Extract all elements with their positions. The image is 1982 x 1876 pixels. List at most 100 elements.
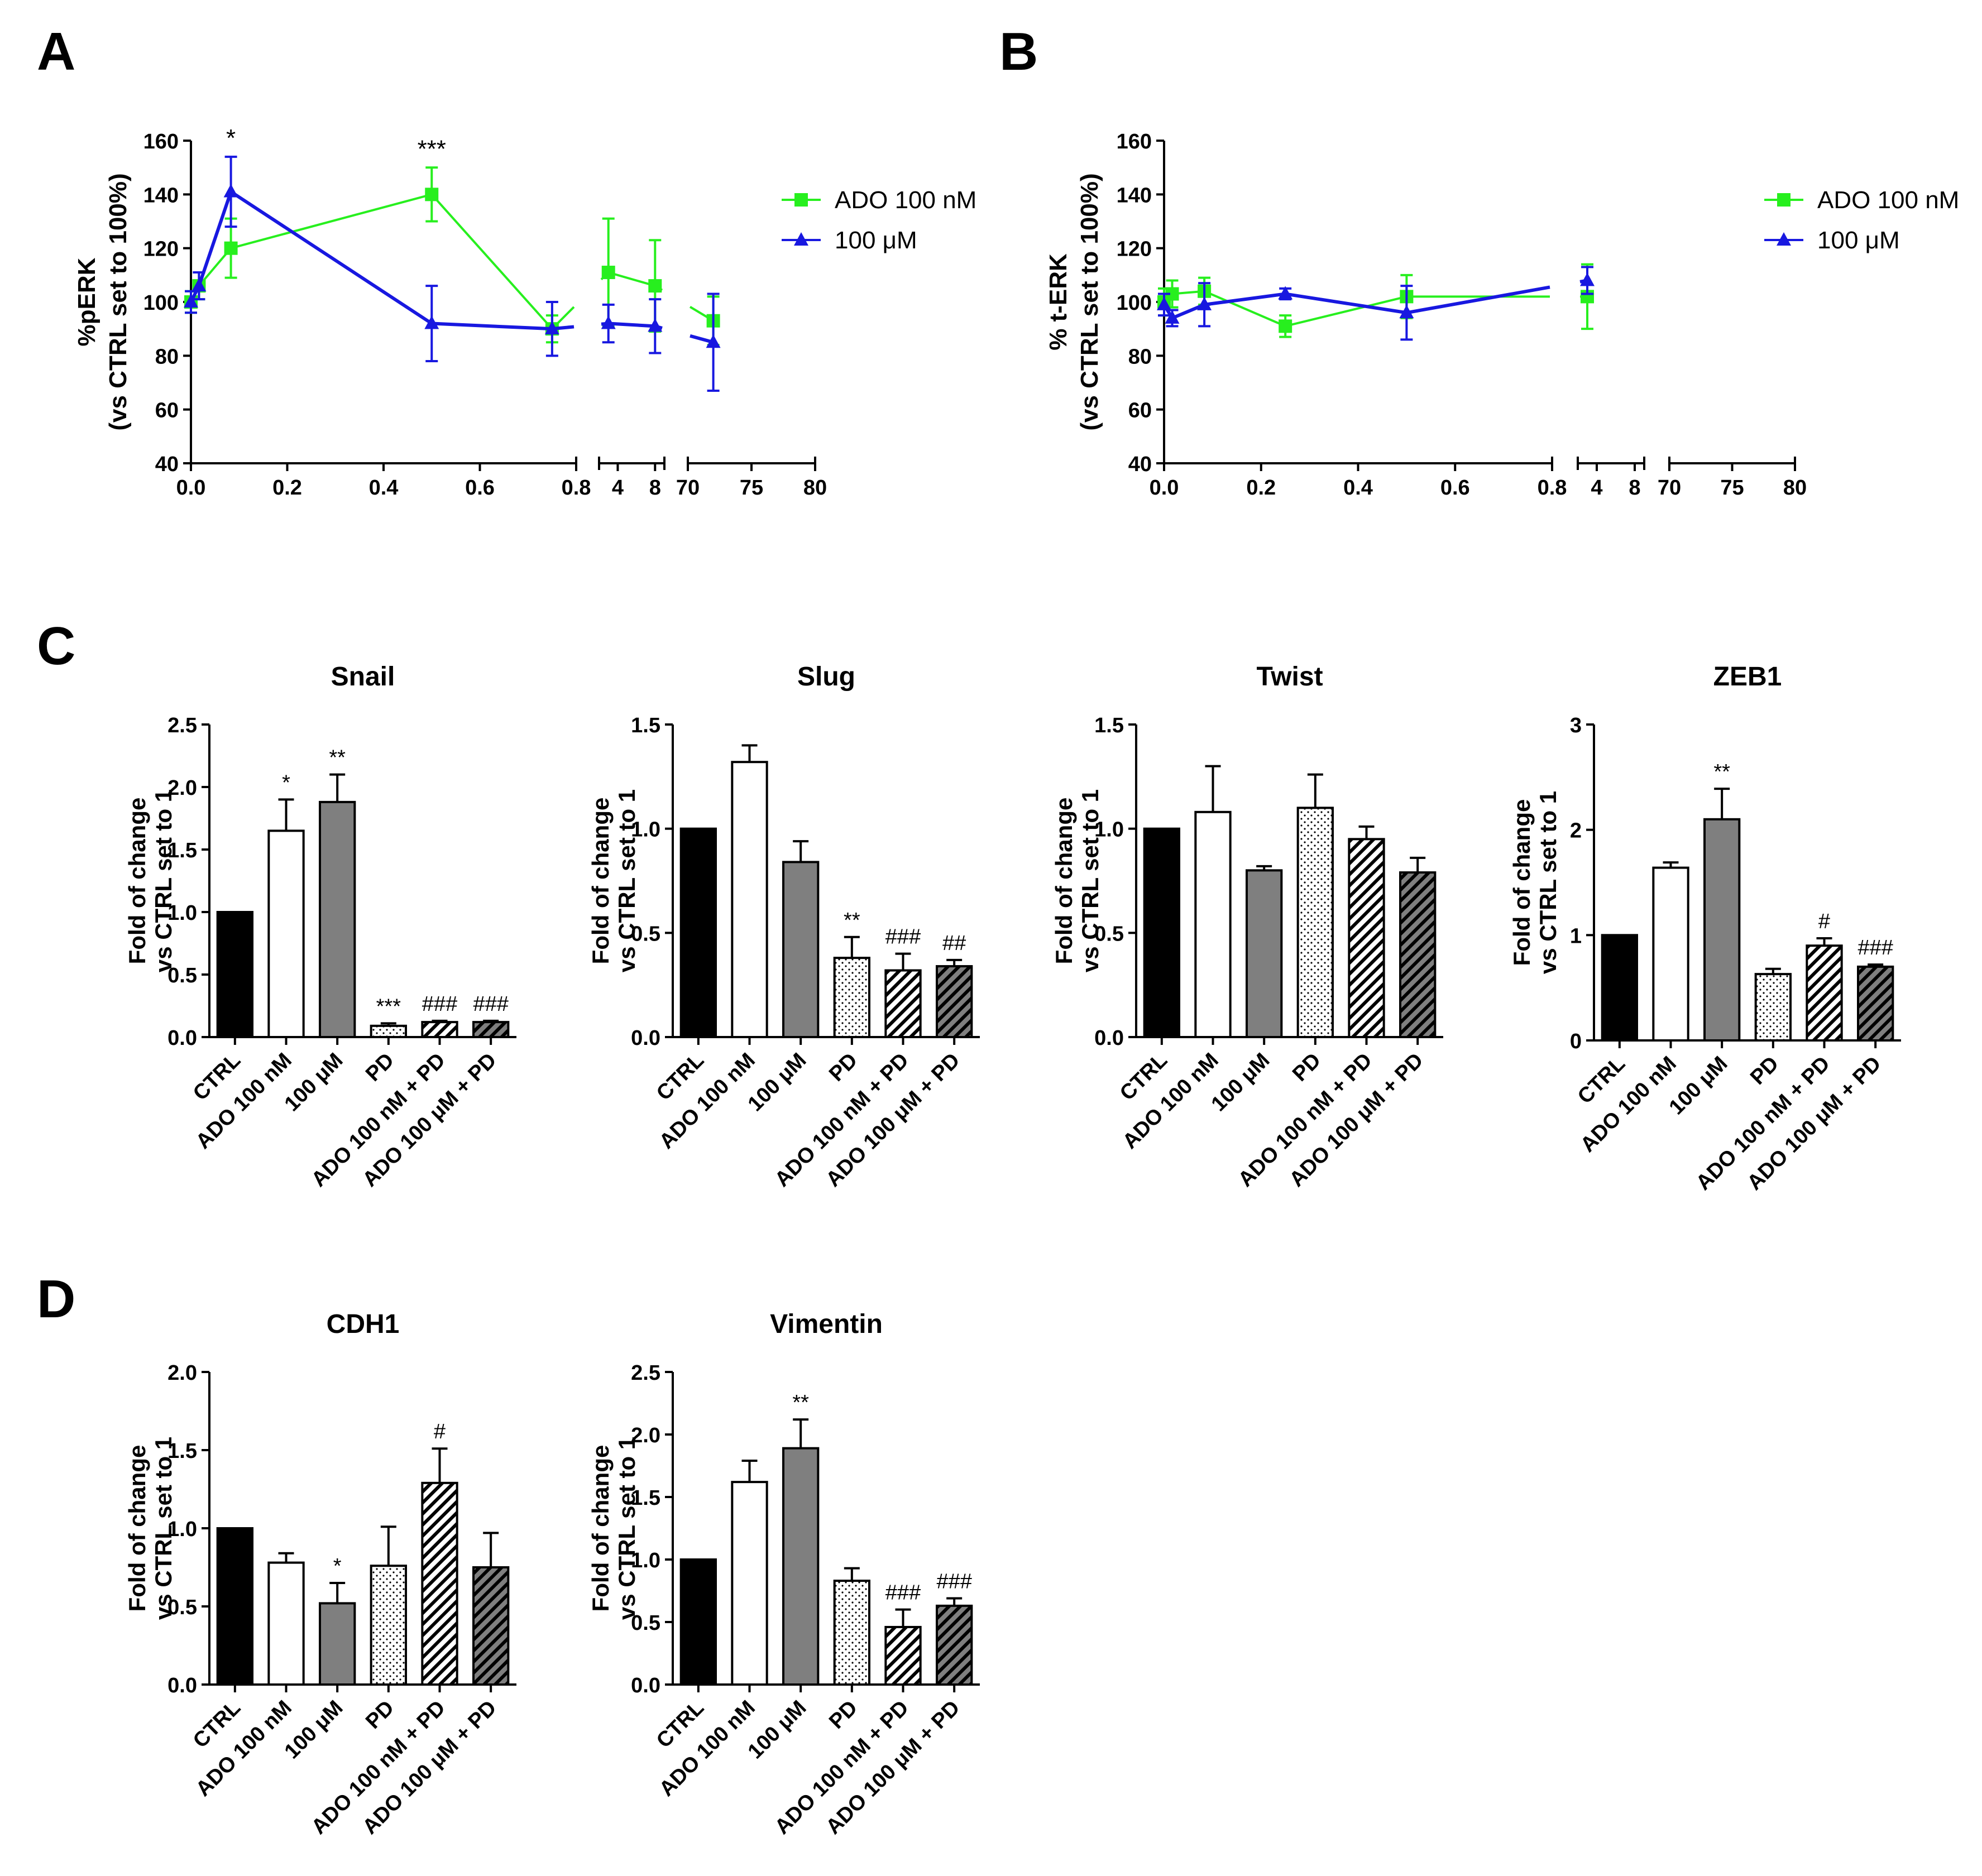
series-line-1 [432,322,553,331]
series-line-1 [229,190,433,325]
data-point-triangle [648,318,663,332]
y-tick-label: 100 [143,291,179,315]
x-category-label: 100 μM [1207,1049,1275,1116]
y-tick-label: 60 [155,399,179,423]
series-line-0 [1204,290,1286,328]
y-axis-label: vs CTRL set to 1 [614,1437,640,1620]
panel-label-c: C [37,616,75,676]
x-category-label: 100 μM [1665,1052,1732,1120]
chart-title: ZEB1 [1713,662,1782,692]
legend-label: ADO 100 nM [1817,186,1959,214]
y-tick-label: 0.5 [631,922,660,946]
data-point-triangle [1278,286,1293,300]
y-axis-label: % t-ERK [1045,253,1072,351]
significance-label: ### [473,992,508,1016]
x-tick-label: 70 [1658,476,1681,500]
bar [216,1527,253,1686]
series-line-1 [1406,285,1550,315]
y-tick-label: 0 [1570,1030,1582,1053]
x-tick-label: 80 [1783,476,1807,500]
y-tick-label: 1.5 [631,714,660,737]
bar [216,911,253,1038]
y-axis-label: vs CTRL set to 1 [150,1437,176,1620]
y-tick-label: 3 [1570,714,1582,737]
data-point-triangle [1165,310,1180,324]
y-tick-label: 0.5 [167,964,197,987]
x-tick-label: 8 [649,476,661,500]
x-category-label: 100 μM [280,1049,348,1116]
y-tick-label: 2.5 [167,714,197,737]
series-line-1 [197,191,233,287]
y-tick-label: 0.0 [167,1674,197,1697]
y-tick-label: 2.0 [167,1361,197,1385]
y-tick-label: 80 [155,345,179,368]
data-point-triangle [706,334,721,348]
significance-label: ### [885,1581,921,1605]
legend-marker [794,232,808,246]
x-category-label: PD [825,1049,862,1086]
bar [1806,944,1843,1042]
significance-label: ### [885,925,921,949]
significance-label: * [282,771,290,794]
x-category-label: 100 μM [280,1696,348,1764]
bar [936,965,973,1038]
significance-label: *** [418,135,446,162]
bar [731,761,768,1038]
bar [267,1561,305,1686]
y-axis-label: Fold of change [124,798,150,965]
y-axis-label: Fold of change [587,798,614,965]
x-tick-label: 4 [612,476,624,500]
y-tick-label: 160 [143,130,179,153]
y-tick-label: 40 [1128,453,1152,476]
y-axis-label: vs CTRL set to 1 [1077,789,1103,972]
legend-label: ADO 100 nM [835,186,976,214]
x-category-label: PD [1746,1052,1783,1090]
significance-label: * [226,124,236,152]
x-tick-label: 0.6 [1440,476,1470,500]
chart-a-perk-timecourse: 40 60 80 100 120 140 160 0.0 0.2 0.4 0.6 0.8 4 8 70 75 8… [73,124,976,500]
y-axis-label: vs CTRL set to 1 [150,789,176,972]
significance-label: ** [792,1391,809,1414]
x-tick-label: 75 [740,476,763,500]
data-point-square [648,279,662,293]
data-point-triangle [1157,296,1171,310]
x-tick-label: 0.0 [1150,476,1179,500]
x-tick-label: 70 [676,476,700,500]
series-line-0 [231,193,432,250]
y-tick-label: 2 [1570,819,1582,843]
chart-vimentin: 0.0 0.5 1.0 1.5 2.0 2.5 Vimentin Fold of change… [587,1309,980,1839]
panel-label-d: D [37,1269,75,1329]
chart-slug: 0.0 0.5 1.0 1.5 Slug Fold of change vs CTRL se… [587,662,980,1192]
significance-label: ** [329,746,346,770]
series-line-0 [608,271,655,287]
y-axis-label: Fold of change [587,1445,614,1612]
x-tick-label: 0.4 [1343,476,1373,500]
x-category-label: PD [361,1696,399,1734]
y-tick-label: 100 [1117,291,1152,315]
x-tick-label: 0.6 [465,476,495,500]
y-tick-label: 140 [1117,184,1152,207]
data-point-triangle [601,315,616,329]
y-tick-label: 1.0 [631,1549,660,1572]
y-axis-label: Fold of change [124,1445,150,1612]
series-line-1 [690,334,714,344]
series-line-0 [430,193,553,330]
x-tick-label: 0.8 [1538,476,1567,500]
significance-label: * [333,1554,342,1578]
y-tick-label: 0.0 [1094,1026,1124,1050]
bar [370,1024,408,1038]
data-point-triangle [1399,305,1414,319]
series-line-0 [1285,295,1407,328]
chart-b-terk-timecourse: 40 60 80 100 120 140 160 0.0 0.2 0.4 0.6 0.8 4 8 70 75 8… [1045,130,1959,500]
y-axis-label: Fold of change [1051,798,1077,965]
bar [679,1558,717,1686]
x-category-label: PD [825,1696,862,1734]
y-tick-label: 0.0 [631,1026,660,1050]
x-tick-label: 4 [1591,476,1602,500]
bar [1754,973,1792,1042]
bar [884,969,922,1038]
bar [472,1566,510,1686]
series-line-1 [1285,292,1407,315]
chart-title: CDH1 [327,1309,400,1339]
significance-label: ** [844,909,860,932]
